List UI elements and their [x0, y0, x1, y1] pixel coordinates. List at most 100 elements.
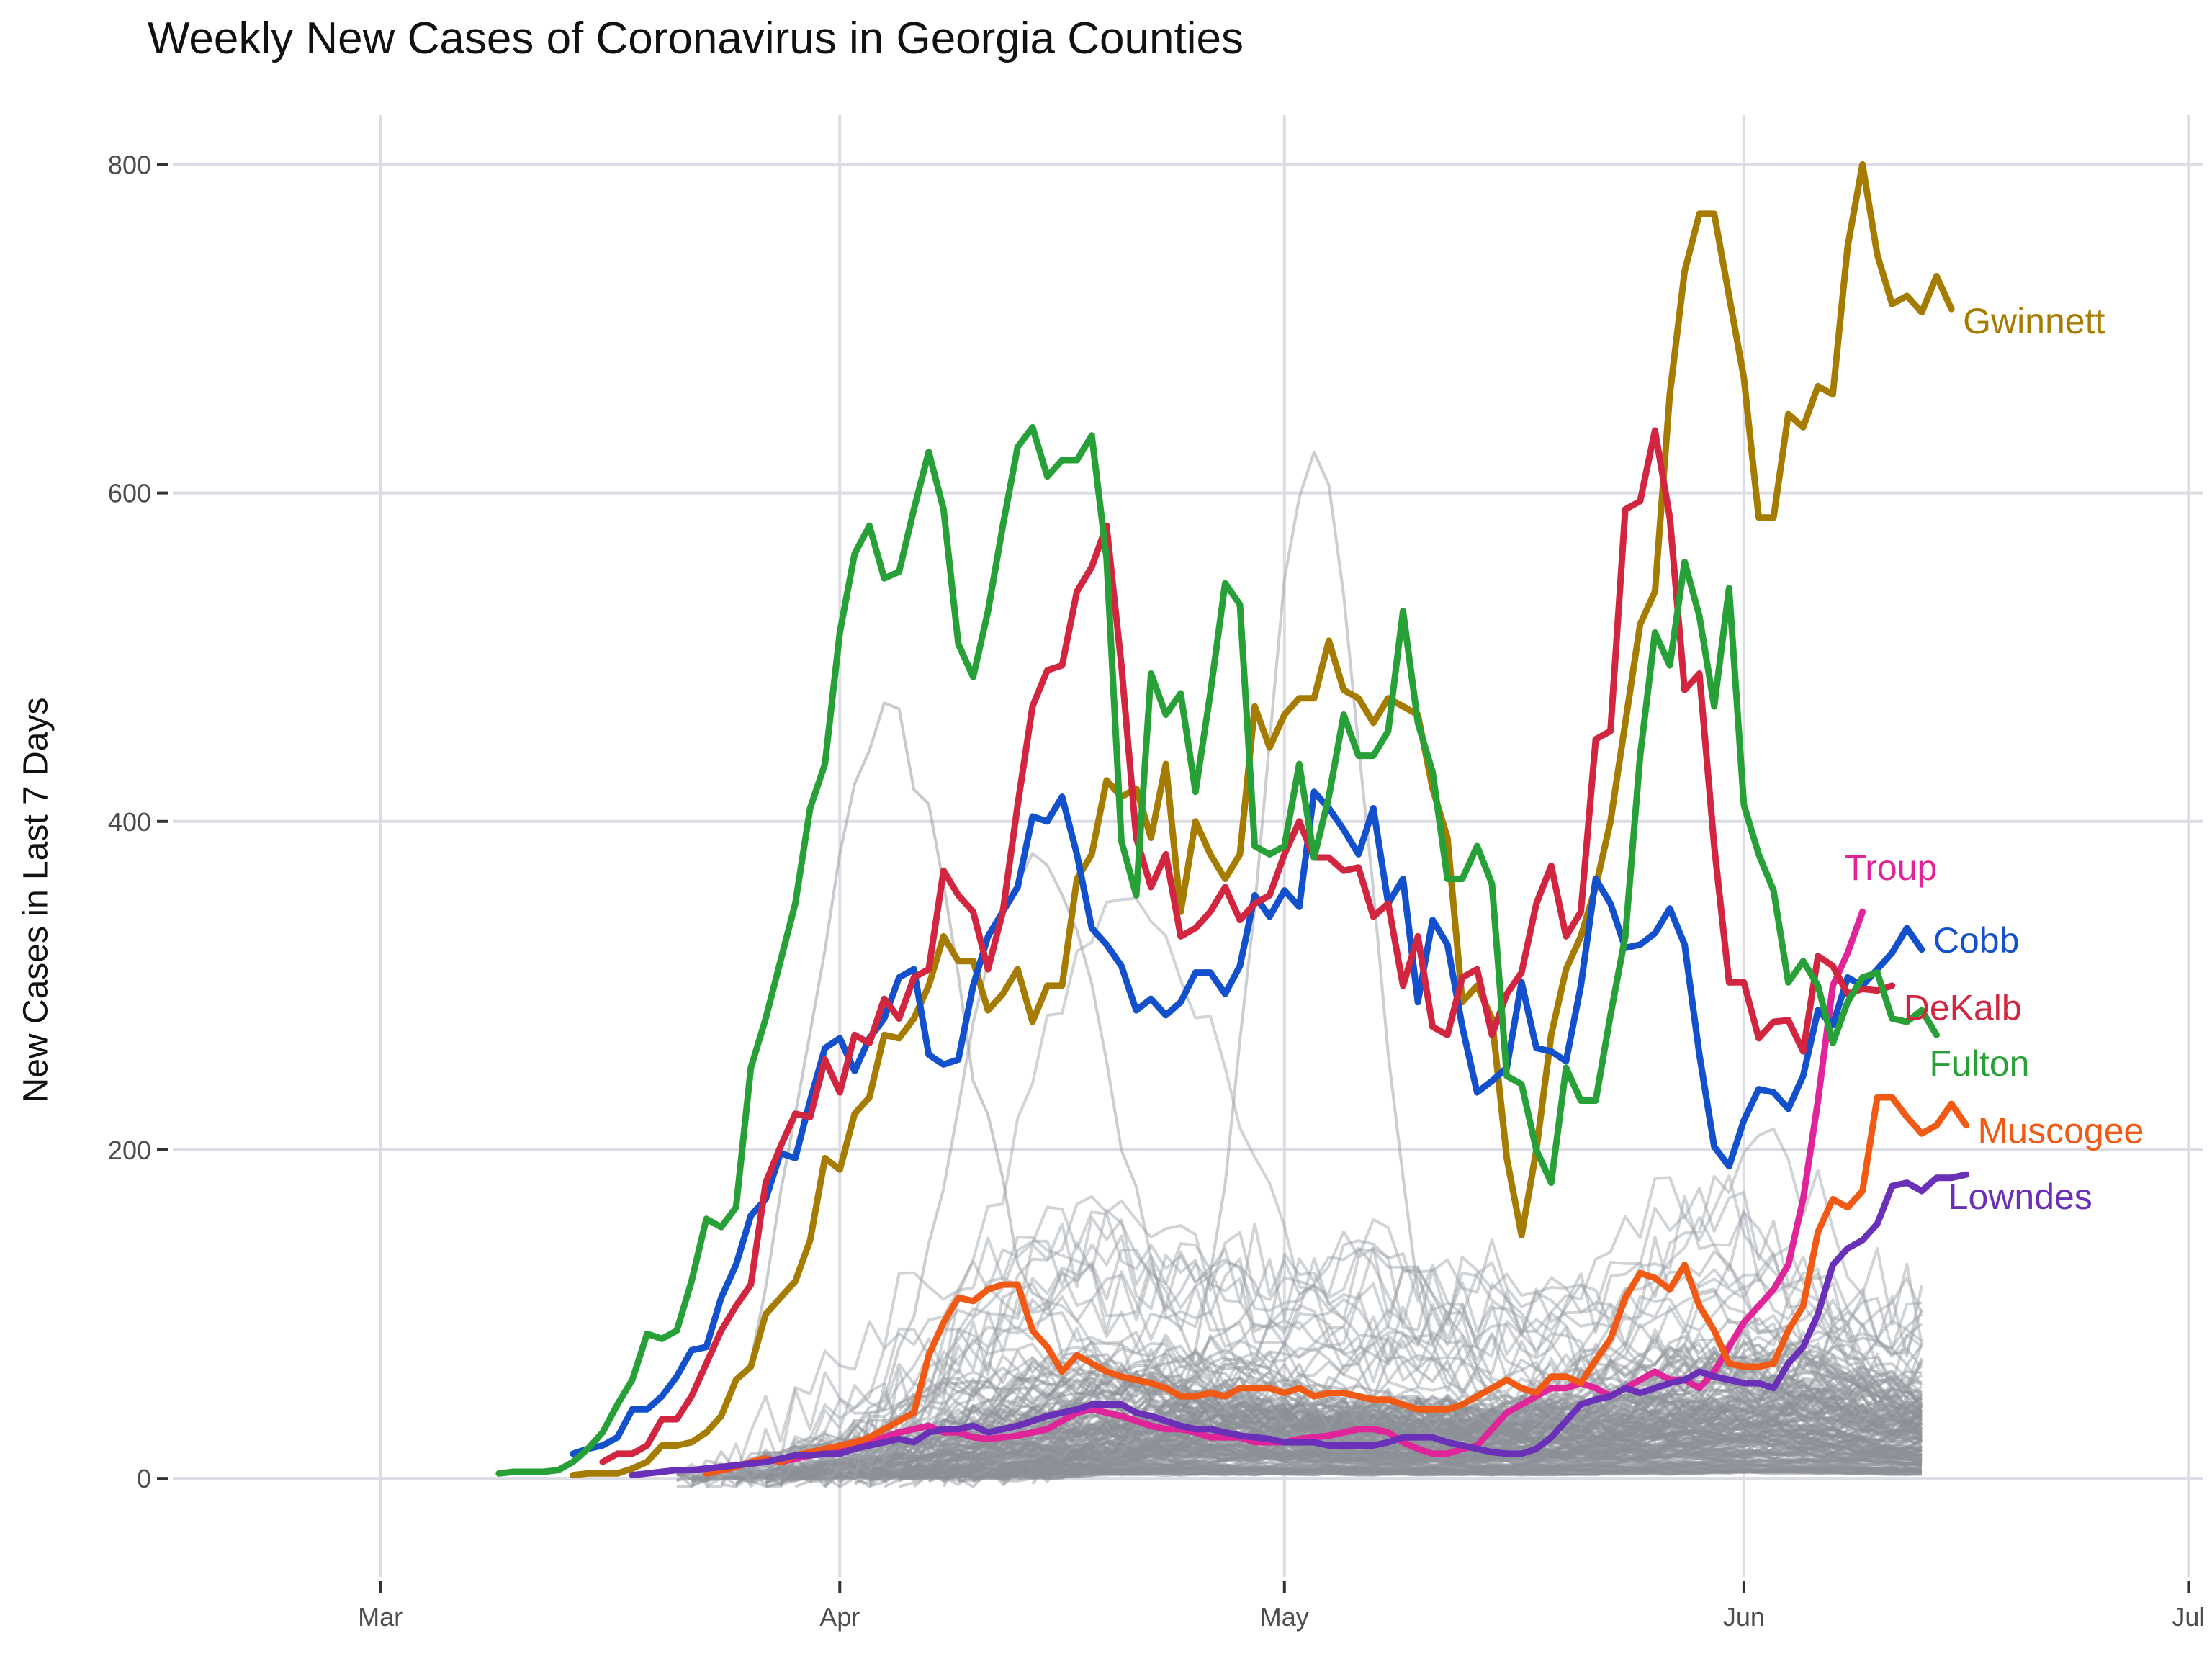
background-county-line: [913, 1398, 1923, 1483]
background-county-line: [795, 1330, 1923, 1473]
background-county-line: [973, 1466, 1923, 1480]
background-county-line: [943, 1388, 1923, 1486]
background-county-line: [824, 1457, 1923, 1482]
background-county-line: [735, 1354, 1923, 1488]
background-county-line: [884, 1455, 1923, 1480]
y-tick-label: 0: [137, 1464, 151, 1493]
background-county-line: [1031, 1396, 1923, 1467]
background-county-line: [839, 1462, 1923, 1480]
background-county-line: [853, 1234, 1923, 1479]
series-line-fulton: [495, 423, 1940, 1477]
background-county-line: [676, 1434, 1923, 1482]
background-county-line: [750, 1442, 1923, 1480]
background-county-line: [780, 1470, 1922, 1480]
background-county-line: [853, 1441, 1923, 1486]
series-label-lowndes: Lowndes: [1948, 1177, 2092, 1217]
background-county-line: [957, 1322, 1923, 1481]
background-county-line: [765, 1469, 1923, 1481]
background-county-line: [868, 1398, 1923, 1483]
background-county-line: [780, 1442, 1923, 1481]
background-county-line: [928, 1437, 1923, 1483]
background-county-line: [794, 1443, 1923, 1483]
background-county-line: [884, 1338, 1923, 1474]
background-county-line: [838, 1176, 1923, 1488]
background-county-line: [721, 1349, 1923, 1488]
background-county-line: [706, 1205, 1923, 1488]
background-county-line: [735, 1424, 1923, 1485]
background-county-line: [884, 1429, 1923, 1480]
background-county-line: [706, 1460, 1923, 1482]
background-county-line: [973, 1462, 1922, 1479]
background-county-line: [943, 1465, 1923, 1477]
background-county-line: [899, 1459, 1922, 1482]
x-tick-label: Jul: [2172, 1602, 2205, 1632]
background-county-line: [1032, 1470, 1922, 1477]
series-label-troup: Troup: [1845, 848, 1938, 888]
background-county-line: [705, 1290, 1923, 1488]
background-county-line: [706, 1443, 1923, 1480]
x-tick-label: Jun: [1723, 1602, 1765, 1632]
background-county-line: [810, 1249, 1923, 1484]
background-county-line: [765, 1442, 1923, 1483]
background-county-line: [913, 1418, 1923, 1481]
background-county-line: [899, 1459, 1922, 1477]
background-county-line: [869, 1457, 1922, 1481]
y-tick-label: 200: [108, 1136, 151, 1165]
background-county-line: [1032, 1469, 1922, 1478]
background-county-line: [691, 1447, 1923, 1484]
x-tick-label: Apr: [819, 1602, 860, 1632]
background-county-line: [883, 1326, 1923, 1443]
series-line-cobb: [570, 788, 1925, 1457]
background-county-line: [765, 1269, 1923, 1488]
background-county-line: [972, 450, 1923, 1478]
axes: 0 200 400 600 800 Mar Apr May Jun Jul: [108, 150, 2206, 1632]
background-county-line: [987, 1431, 1923, 1480]
background-county-line: [809, 1317, 1923, 1488]
background-county-line: [1032, 1413, 1923, 1458]
background-county-line: [973, 1444, 1923, 1473]
background-county-line: [913, 1449, 1923, 1481]
background-county-line: [1032, 1403, 1923, 1461]
background-county-line: [899, 1377, 1923, 1488]
background-county-line: [824, 1461, 1923, 1480]
background-county-line: [780, 1455, 1923, 1483]
background-county-line: [869, 1467, 1922, 1480]
series-label-fulton: Fulton: [1929, 1043, 2029, 1084]
background-county-line: [779, 1383, 1923, 1485]
series-label-cobb: Cobb: [1933, 920, 2020, 961]
background-county-line: [765, 1428, 1923, 1486]
background-county-line: [1017, 1452, 1922, 1480]
background-county-line: [972, 1414, 1923, 1483]
series-line-lowndes: [629, 1171, 1970, 1479]
background-county-line: [912, 1343, 1923, 1488]
background-county-line: [1017, 1435, 1923, 1480]
background-county-line: [883, 1438, 1923, 1484]
y-tick-label: 600: [108, 479, 151, 508]
background-county-line: [765, 1428, 1923, 1485]
background-county-line: [898, 1430, 1923, 1478]
background-county-line: [898, 1433, 1923, 1483]
background-county-line: [1002, 1437, 1922, 1479]
background-county-line: [780, 1416, 1923, 1487]
background-county-line: [854, 1416, 1923, 1480]
background-county-line: [675, 1392, 1923, 1488]
background-county-line: [691, 1434, 1923, 1481]
background-county-line: [691, 1463, 1923, 1480]
background-county-line: [1002, 1460, 1923, 1478]
background-county-line: [1002, 1452, 1923, 1482]
background-county-line: [676, 1458, 1923, 1482]
x-tick-label: Mar: [358, 1602, 403, 1632]
background-county-line: [809, 1409, 1923, 1482]
background-county-line: [823, 1195, 1923, 1488]
background-county-line: [780, 1461, 1923, 1481]
background-county-line: [987, 1367, 1923, 1483]
gridlines: [173, 115, 2203, 1577]
background-county-line: [854, 1398, 1923, 1485]
x-tick-label: May: [1260, 1602, 1309, 1632]
background-county-line: [1017, 1442, 1922, 1471]
chart-title: Weekly New Cases of Coronavirus in Georg…: [148, 14, 1244, 63]
background-county-line: [899, 1468, 1923, 1480]
background-county-line: [958, 1444, 1923, 1483]
background-county-line: [765, 1465, 1923, 1481]
background-county-line: [854, 1450, 1923, 1482]
